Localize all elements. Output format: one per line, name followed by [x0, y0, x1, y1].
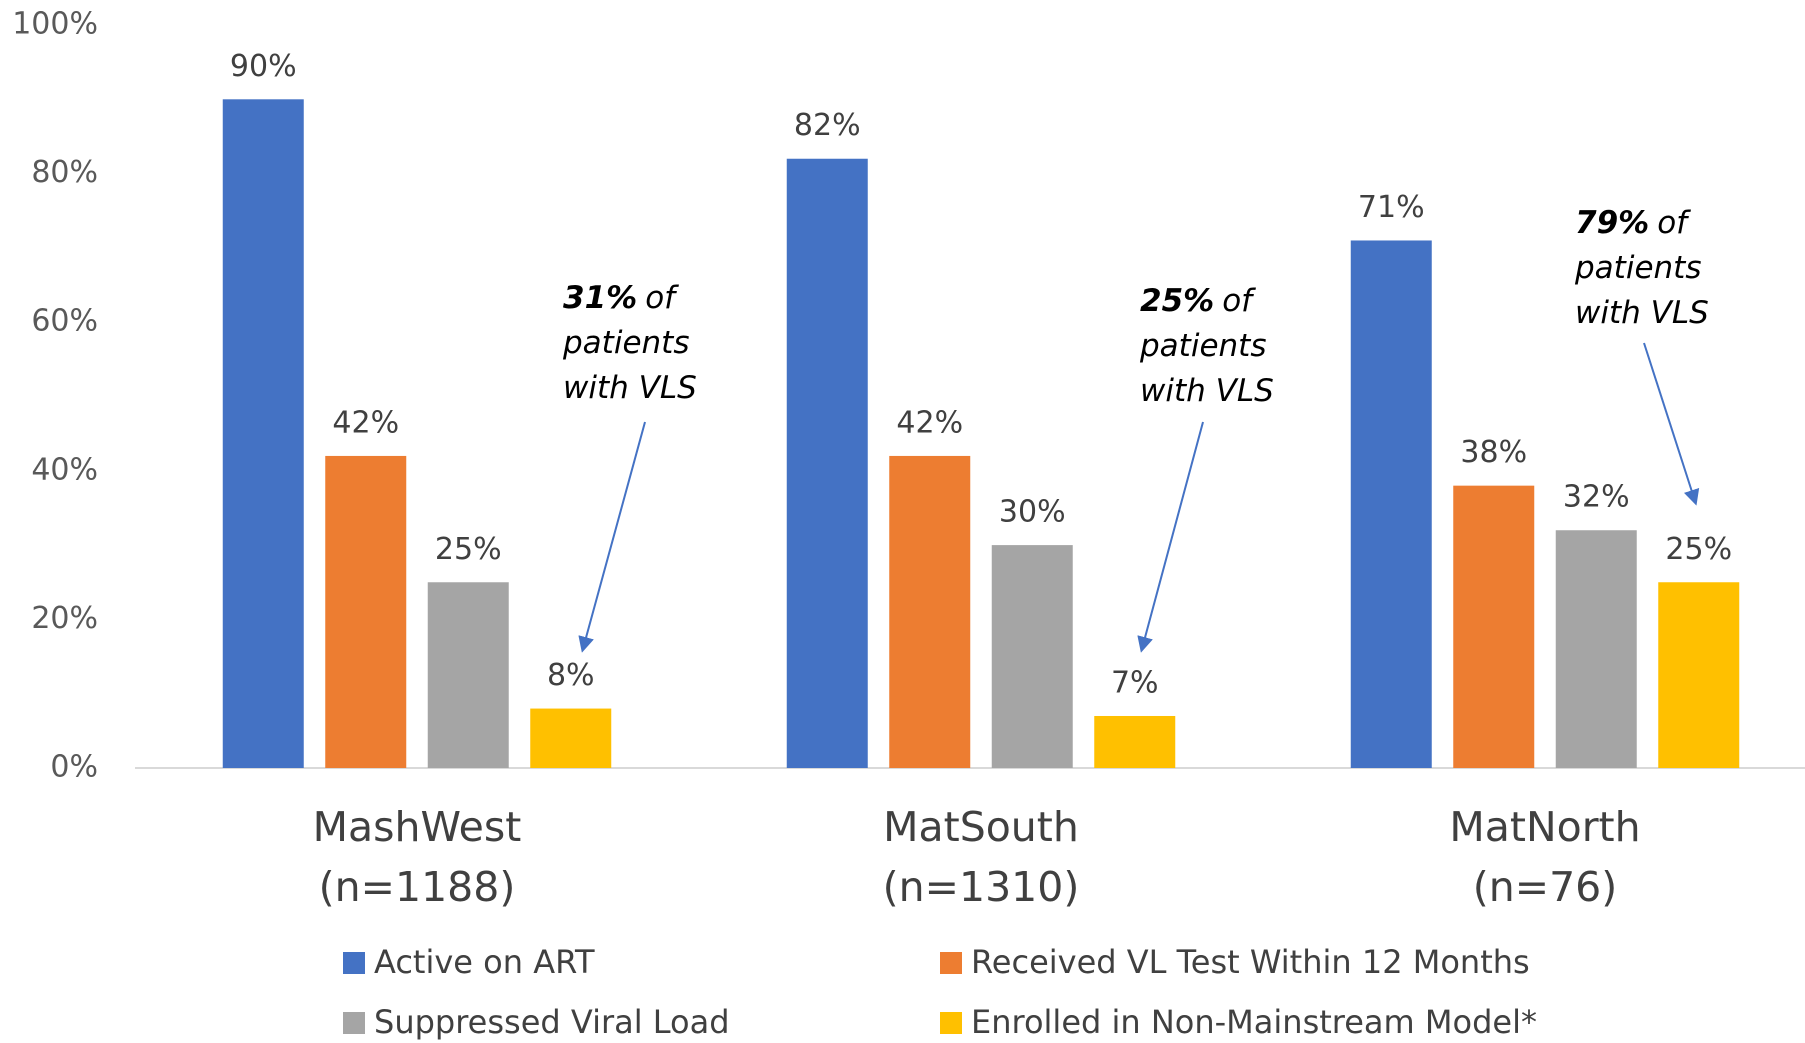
- x-tick-label: MatNorth: [1449, 803, 1640, 851]
- y-tick-label: 0%: [50, 750, 98, 785]
- data-label: 7%: [1111, 665, 1159, 700]
- annotation-emphasis: 25%: [1140, 283, 1214, 319]
- bar: [991, 545, 1073, 768]
- data-label: 71%: [1358, 190, 1425, 225]
- y-tick-label: 100%: [12, 7, 98, 42]
- data-label: 32%: [1563, 480, 1630, 515]
- annotation-line: patients: [1139, 328, 1266, 364]
- bar: [1350, 240, 1432, 769]
- data-label: 8%: [547, 658, 595, 693]
- data-label: 25%: [435, 532, 502, 567]
- annotation-arrow: [578, 421, 646, 653]
- bar: [1555, 530, 1637, 768]
- annotation-line: of: [1222, 283, 1256, 319]
- x-tick-label: MashWest: [313, 803, 522, 851]
- annotation: 25% of patients with VLS: [1139, 283, 1274, 409]
- x-tick-label: (n=1188): [319, 863, 516, 911]
- y-tick-label: 60%: [31, 304, 98, 339]
- bar: [530, 708, 612, 768]
- bar: [1453, 485, 1535, 768]
- x-tick-label: (n=76): [1473, 863, 1618, 911]
- annotation-line: of: [1657, 205, 1691, 241]
- bar: [1094, 715, 1176, 768]
- annotation: 31% of patients with VLS: [562, 280, 697, 406]
- legend-swatch: [343, 952, 365, 974]
- y-tick-label: 40%: [31, 452, 98, 487]
- annotation-emphasis: 31%: [563, 280, 637, 316]
- annotation-line: with VLS: [1140, 373, 1274, 409]
- legend-label: Active on ART: [374, 943, 595, 981]
- bar: [325, 455, 407, 768]
- bar: [889, 455, 971, 768]
- legend-label: Suppressed Viral Load: [374, 1003, 730, 1041]
- legend-swatch: [940, 952, 962, 974]
- legend-swatch: [940, 1012, 962, 1034]
- data-label: 42%: [896, 405, 963, 440]
- legend-label: Enrolled in Non-Mainstream Model*: [971, 1003, 1537, 1041]
- data-label: 90%: [230, 49, 297, 84]
- legend-label: Received VL Test Within 12 Months: [971, 943, 1530, 981]
- y-tick-label: 80%: [31, 155, 98, 190]
- y-tick-label: 20%: [31, 601, 98, 636]
- bar: [1658, 582, 1740, 768]
- x-tick-label: (n=1310): [883, 863, 1080, 911]
- data-label: 82%: [794, 108, 861, 143]
- data-label: 25%: [1665, 532, 1732, 567]
- annotation-line: patients: [1574, 250, 1701, 286]
- data-label: 30%: [999, 495, 1066, 530]
- annotation: 79% of patients with VLS: [1574, 205, 1709, 331]
- data-label: 38%: [1460, 435, 1527, 470]
- annotation-emphasis: 79%: [1575, 205, 1649, 241]
- annotation-line: patients: [562, 325, 689, 361]
- annotation-line: with VLS: [1575, 295, 1709, 331]
- annotation-line: with VLS: [563, 370, 697, 406]
- data-label: 42%: [332, 405, 399, 440]
- bar: [222, 99, 304, 769]
- bar: [427, 582, 509, 768]
- bar: [786, 158, 868, 769]
- annotation-line: of: [645, 280, 679, 316]
- legend-swatch: [343, 1012, 365, 1034]
- x-tick-label: MatSouth: [883, 803, 1079, 851]
- annotation-arrow: [1137, 421, 1204, 653]
- annotation-arrow: [1643, 342, 1700, 506]
